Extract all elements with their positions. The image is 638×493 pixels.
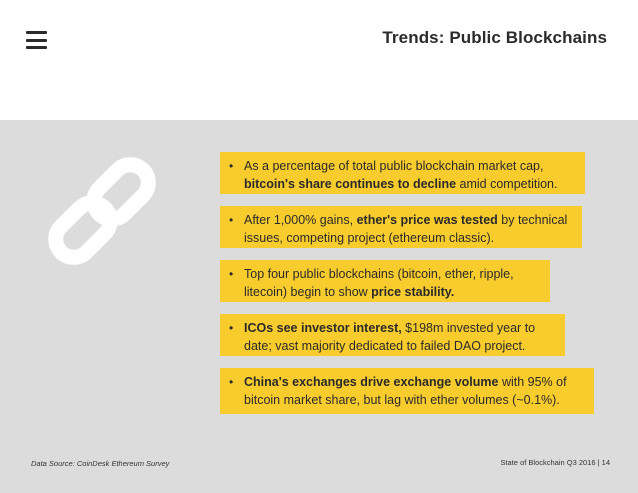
bullet-marker: • — [229, 375, 234, 389]
page-label: State of Blockchain Q3 2016 | 14 — [500, 458, 610, 467]
bullet-marker: • — [229, 267, 234, 281]
bullet-item: • As a percentage of total public blockc… — [220, 152, 585, 194]
hamburger-menu-icon[interactable] — [26, 31, 47, 49]
bullet-text: After 1,000% gains, ether's price was te… — [244, 213, 568, 245]
bullet-text: As a percentage of total public blockcha… — [244, 159, 558, 191]
bullet-item: • Top four public blockchains (bitcoin, … — [220, 260, 550, 302]
bullet-item: • ICOs see investor interest, $198m inve… — [220, 314, 565, 356]
bullet-item: • After 1,000% gains, ether's price was … — [220, 206, 582, 248]
slide-header: Trends: Public Blockchains — [0, 0, 638, 120]
bullet-item: • China's exchanges drive exchange volum… — [220, 368, 594, 414]
bullet-marker: • — [229, 213, 234, 227]
bullet-emphasis: price stability. — [371, 285, 455, 299]
bullet-marker: • — [229, 159, 234, 173]
bullet-text: Top four public blockchains (bitcoin, et… — [244, 267, 514, 299]
bullet-emphasis: China's exchanges drive exchange volume — [244, 375, 499, 389]
bullet-emphasis: ether's price was tested — [356, 213, 498, 227]
bullet-marker: • — [229, 321, 234, 335]
bullet-emphasis: ICOs see investor interest, — [244, 321, 402, 335]
slide-title: Trends: Public Blockchains — [382, 28, 607, 47]
data-source-note: Data Source: CoinDesk Ethereum Survey — [31, 459, 170, 468]
bullet-emphasis: bitcoin's share continues to decline — [244, 177, 457, 191]
bullet-text: China's exchanges drive exchange volume … — [244, 375, 567, 407]
chain-link-icon — [48, 157, 156, 265]
bullet-text: ICOs see investor interest, $198m invest… — [244, 321, 536, 353]
